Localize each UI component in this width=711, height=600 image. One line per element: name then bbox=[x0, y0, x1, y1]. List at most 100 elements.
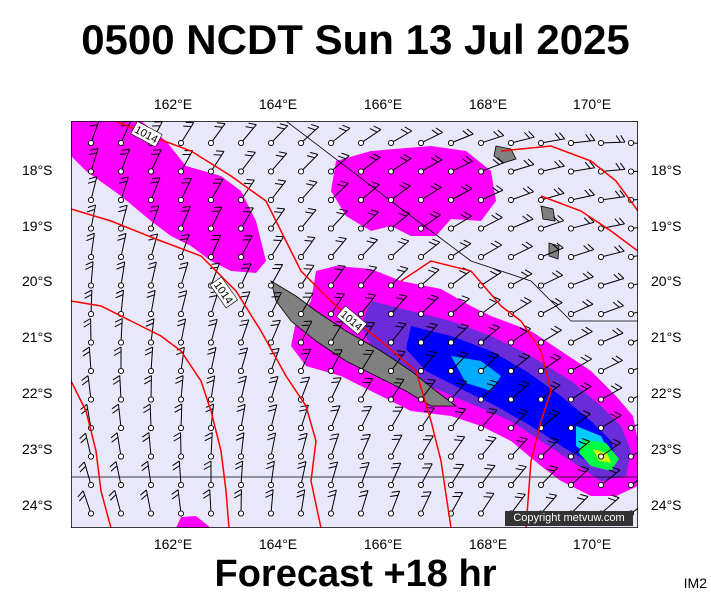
wind-barb bbox=[537, 465, 559, 489]
wind-barb bbox=[417, 210, 441, 232]
eez-line bbox=[285, 121, 638, 322]
wind-barb bbox=[597, 383, 623, 403]
wind-barb bbox=[387, 462, 402, 489]
wind-barb bbox=[357, 378, 374, 403]
wind-barb bbox=[237, 150, 256, 175]
wind-barb bbox=[297, 432, 308, 460]
wind-barb bbox=[597, 300, 624, 318]
wind-barb bbox=[477, 324, 500, 346]
wind-barb bbox=[87, 148, 99, 175]
wind-barb bbox=[207, 206, 223, 232]
wind-barb bbox=[627, 136, 638, 147]
wind-barb bbox=[567, 354, 593, 375]
lat-label-left: 18°S bbox=[22, 162, 53, 178]
wind-barb bbox=[87, 176, 98, 204]
wind-barb bbox=[237, 291, 251, 318]
wind-barb bbox=[357, 349, 375, 375]
wind-barb bbox=[507, 186, 534, 204]
wind-barb bbox=[77, 490, 95, 517]
wind-barb bbox=[115, 289, 125, 318]
wind-barb bbox=[327, 293, 345, 318]
wind-barb bbox=[627, 301, 638, 318]
wind-barb bbox=[447, 211, 472, 232]
isobar-line bbox=[115, 121, 452, 528]
lon-label-bottom: 162°E bbox=[153, 536, 193, 552]
wind-barb bbox=[267, 123, 289, 147]
wind-barb bbox=[387, 322, 407, 346]
wind-barb bbox=[237, 263, 252, 289]
wind-barb bbox=[597, 327, 624, 346]
wind-barb bbox=[297, 461, 307, 489]
wind-barb bbox=[627, 439, 638, 460]
wind-barb bbox=[537, 298, 563, 318]
lat-label-left: 21°S bbox=[22, 329, 53, 345]
wind-barb bbox=[109, 461, 125, 489]
wind-barb bbox=[567, 465, 590, 489]
wind-barb bbox=[387, 406, 404, 432]
wind-barb bbox=[202, 489, 215, 517]
wind-barb bbox=[266, 432, 277, 460]
lat-label-right: 23°S bbox=[651, 441, 682, 457]
wind-barb bbox=[597, 438, 621, 460]
wind-barbs bbox=[77, 121, 638, 517]
wind-barb bbox=[141, 432, 155, 460]
wind-barb bbox=[477, 185, 504, 204]
wind-barb bbox=[387, 182, 411, 204]
lon-label-bottom: 168°E bbox=[468, 536, 508, 552]
wind-barb bbox=[537, 381, 561, 403]
wind-barb bbox=[174, 403, 185, 432]
isobar-line bbox=[71, 380, 112, 528]
wind-barb bbox=[173, 432, 185, 460]
wind-barb bbox=[417, 155, 443, 175]
wind-barb bbox=[537, 187, 565, 204]
wind-barb bbox=[507, 213, 534, 232]
wind-barb bbox=[417, 183, 442, 204]
wind-barb bbox=[236, 403, 246, 432]
wind-barb bbox=[177, 121, 195, 147]
wind-barb bbox=[116, 261, 126, 289]
wind-barb bbox=[207, 347, 217, 375]
wind-barb bbox=[144, 346, 155, 375]
wind-barb bbox=[117, 148, 131, 175]
copyright-label: Copyright metvuw.com bbox=[505, 511, 633, 526]
wind-barb bbox=[477, 407, 498, 432]
lat-label-right: 18°S bbox=[651, 162, 682, 178]
wind-barb bbox=[327, 124, 351, 147]
wind-barb bbox=[113, 346, 125, 375]
wind-barb bbox=[387, 210, 410, 232]
wind-barb bbox=[507, 436, 528, 460]
wind-barb bbox=[139, 489, 155, 517]
wind-barb bbox=[567, 161, 596, 175]
wind-barb bbox=[387, 293, 408, 318]
wind-barb bbox=[477, 351, 500, 375]
wind-barb bbox=[357, 153, 381, 175]
wind-barb bbox=[207, 318, 218, 346]
wind-barb bbox=[417, 127, 443, 147]
wind-barb bbox=[297, 151, 319, 175]
wind-barb bbox=[627, 246, 638, 261]
wind-barb bbox=[567, 382, 592, 403]
map-title: 0500 NCDT Sun 13 Jul 2025 bbox=[81, 16, 630, 63]
wind-barb bbox=[147, 177, 161, 204]
wind-barb bbox=[145, 318, 155, 346]
wind-barb bbox=[597, 135, 626, 147]
wind-barb bbox=[447, 184, 473, 204]
wind-barb bbox=[627, 163, 638, 175]
wind-barb bbox=[297, 236, 316, 261]
wind-barb bbox=[417, 378, 436, 403]
wind-barb bbox=[267, 151, 288, 175]
wind-barb bbox=[177, 177, 192, 204]
wind-barb bbox=[507, 380, 530, 403]
wind-barb bbox=[357, 293, 377, 318]
wind-barb bbox=[79, 432, 95, 460]
isobar-line bbox=[540, 195, 638, 252]
rain-area-ne bbox=[331, 146, 496, 236]
wind-barb bbox=[357, 237, 379, 261]
wind-barb bbox=[627, 384, 638, 403]
wind-barb bbox=[177, 205, 191, 232]
wind-barb bbox=[327, 321, 344, 346]
wind-barb bbox=[537, 214, 565, 232]
wind-barb bbox=[327, 433, 340, 460]
wind-barb bbox=[357, 181, 380, 204]
wind-barb bbox=[627, 328, 638, 346]
